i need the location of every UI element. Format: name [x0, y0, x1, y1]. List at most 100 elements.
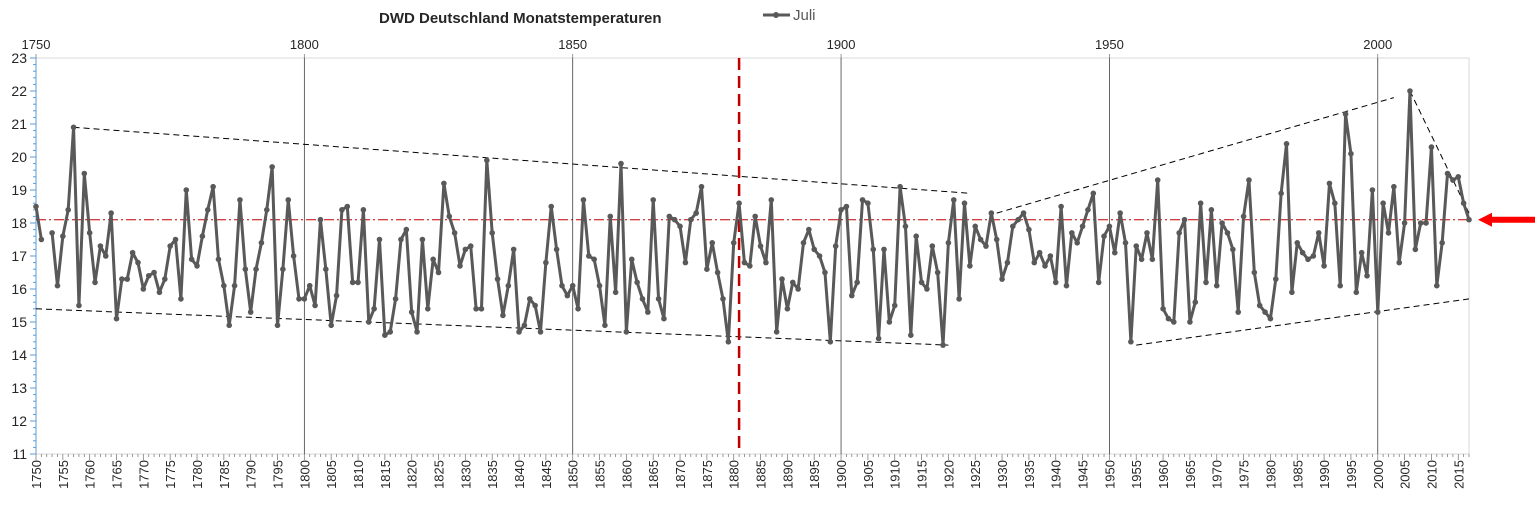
data-point — [1466, 216, 1472, 223]
x-tick-label: 1850 — [566, 460, 581, 489]
x-tick-label: 1885 — [754, 460, 769, 489]
data-point — [344, 203, 351, 210]
data-point — [54, 282, 61, 289]
data-point — [467, 243, 474, 249]
data-point — [1267, 315, 1274, 322]
data-point — [65, 207, 72, 213]
x-tick-label: 1820 — [405, 460, 420, 489]
y-tick-label: 21 — [11, 116, 27, 132]
data-point — [1090, 190, 1097, 197]
legend-marker — [773, 12, 779, 18]
x-tick-label: 1975 — [1237, 460, 1252, 489]
data-point — [60, 233, 66, 239]
data-point — [693, 210, 699, 216]
x-tick-label: 2005 — [1398, 460, 1413, 489]
data-point — [763, 259, 769, 266]
y-tick-label: 23 — [11, 50, 27, 66]
x-tick-label: 1805 — [324, 460, 339, 489]
data-point — [451, 230, 458, 236]
x-tick-label: 1955 — [1129, 460, 1144, 489]
data-point — [312, 302, 318, 309]
data-point — [913, 233, 919, 239]
data-point — [1450, 177, 1456, 183]
data-point — [156, 289, 163, 296]
data-point — [484, 157, 490, 164]
data-point — [349, 279, 356, 286]
data-point — [1235, 309, 1242, 315]
data-point — [650, 197, 657, 203]
data-point — [806, 226, 812, 233]
data-point — [215, 256, 222, 263]
data-point — [280, 266, 286, 273]
data-point — [494, 276, 501, 282]
data-point — [784, 306, 791, 312]
data-point — [210, 183, 216, 190]
data-point — [714, 269, 721, 276]
x-tick-label: 1830 — [458, 460, 473, 489]
data-point — [1374, 309, 1381, 315]
data-point — [666, 213, 673, 220]
x-tick-label: 2000 — [1371, 460, 1386, 489]
data-point — [510, 246, 517, 253]
data-point — [940, 342, 946, 348]
x-tick-label: 1880 — [727, 460, 742, 489]
data-point — [1101, 233, 1107, 239]
y-tick-label: 20 — [11, 149, 27, 165]
data-point — [1240, 213, 1247, 220]
data-point — [1063, 282, 1070, 289]
data-point — [618, 160, 624, 167]
data-point — [972, 223, 979, 230]
data-point — [231, 282, 238, 289]
data-point — [478, 306, 485, 312]
data-point — [1256, 302, 1263, 309]
data-point — [1321, 263, 1327, 269]
data-point — [355, 279, 361, 286]
data-point — [1407, 88, 1413, 94]
data-point — [1058, 203, 1064, 210]
data-point — [1111, 249, 1118, 256]
data-point — [1224, 230, 1231, 236]
x-tick-label: 1865 — [646, 460, 661, 489]
data-point — [1117, 210, 1123, 216]
data-point — [655, 296, 662, 302]
x-tick-label: 1750 — [29, 460, 44, 489]
data-point — [596, 282, 603, 289]
data-point — [736, 200, 742, 206]
data-point — [1079, 223, 1086, 230]
data-point — [473, 306, 479, 312]
data-point — [1364, 273, 1370, 279]
data-point — [398, 236, 404, 243]
x-tick-label: 1765 — [110, 460, 125, 489]
x-tick-label: 1930 — [995, 460, 1010, 489]
data-point — [296, 296, 302, 302]
data-point — [822, 269, 828, 276]
top-axis-label: 1800 — [290, 37, 319, 52]
data-point — [1192, 299, 1199, 306]
data-point — [671, 216, 678, 223]
data-point — [677, 223, 683, 230]
data-point — [634, 279, 640, 286]
data-point — [38, 236, 45, 243]
data-point — [1149, 256, 1156, 263]
data-point — [773, 329, 780, 335]
data-point — [999, 276, 1005, 282]
data-point — [564, 292, 571, 299]
data-point — [1004, 259, 1011, 266]
data-point — [1460, 200, 1467, 206]
data-point — [49, 230, 55, 236]
data-point — [462, 246, 469, 253]
data-point — [918, 279, 925, 286]
data-point — [1020, 210, 1027, 216]
data-point — [360, 207, 367, 213]
x-tick-label: 1770 — [136, 460, 151, 489]
y-tick-label: 13 — [11, 380, 27, 396]
data-point — [1444, 170, 1451, 177]
x-tick-label: 1980 — [1263, 460, 1278, 489]
data-point — [988, 210, 995, 216]
data-point — [135, 259, 141, 266]
data-point — [1026, 226, 1032, 233]
data-point — [553, 246, 560, 253]
data-point — [602, 322, 608, 329]
data-point — [1074, 240, 1081, 246]
